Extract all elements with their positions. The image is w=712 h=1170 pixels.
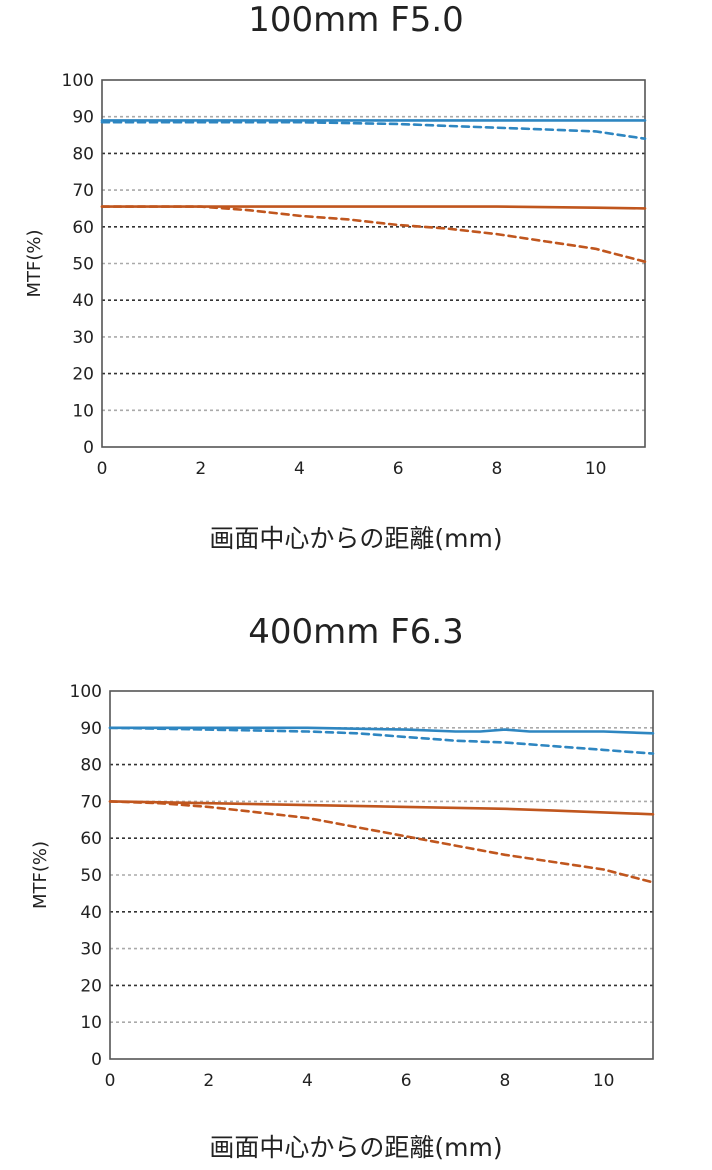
y-tick-label: 30 [80, 940, 102, 960]
y-tick-label: 80 [80, 756, 102, 776]
y-tick-label: 50 [80, 866, 102, 886]
series-line [108, 800, 655, 816]
x-tick-label: 8 [499, 1071, 510, 1091]
series-line [100, 120, 647, 140]
y-tick-label: 50 [72, 255, 94, 275]
series-line [108, 726, 655, 735]
series-line [108, 800, 655, 884]
y-tick-label: 100 [62, 71, 94, 91]
y-tick-label: 60 [80, 829, 102, 849]
mtf-chart-100mm: 0 10 20 30 40 50 60 70 80 90 100 0 2 4 6 8 10 MTF(%) [24, 71, 647, 479]
y-tick-label: 0 [91, 1050, 102, 1070]
x-axis-label: 画面中心からの距離(mm) [209, 1133, 503, 1162]
y-tick-label: 30 [72, 328, 94, 348]
y-tick-label: 70 [80, 792, 102, 812]
x-tick-label: 10 [593, 1071, 615, 1091]
y-axis-label: MTF(%) [30, 841, 51, 909]
y-axis-label: MTF(%) [24, 229, 45, 297]
y-tick-label: 40 [72, 291, 94, 311]
y-tick-label: 90 [80, 719, 102, 739]
x-tick-label: 2 [203, 1071, 214, 1091]
plot-frame [101, 79, 646, 448]
y-tick-label: 70 [72, 181, 94, 201]
y-tick-label: 40 [80, 903, 102, 923]
y-tick-label: 10 [80, 1013, 102, 1033]
x-tick-label: 10 [585, 459, 607, 479]
x-tick-label: 4 [302, 1071, 313, 1091]
y-tick-label: 60 [72, 218, 94, 238]
plot-frame [109, 690, 654, 1060]
series-line [108, 726, 655, 755]
chart-title: 100mm F5.0 [248, 0, 464, 40]
x-tick-label: 0 [97, 459, 108, 479]
y-tick-label: 20 [80, 976, 102, 996]
x-tick-label: 6 [401, 1071, 412, 1091]
y-tick-label: 0 [83, 438, 94, 458]
x-tick-label: 2 [195, 459, 206, 479]
x-tick-label: 0 [105, 1071, 116, 1091]
x-tick-label: 6 [393, 459, 404, 479]
chart-title: 400mm F6.3 [248, 612, 464, 652]
x-axis-label: 画面中心からの距離(mm) [209, 524, 503, 553]
y-tick-label: 100 [70, 682, 102, 702]
series-line [100, 205, 647, 264]
y-tick-label: 20 [72, 365, 94, 385]
x-tick-label: 8 [491, 459, 502, 479]
y-tick-label: 90 [72, 108, 94, 128]
y-tick-label: 10 [72, 401, 94, 421]
x-tick-label: 4 [294, 459, 305, 479]
y-tick-label: 80 [72, 144, 94, 164]
